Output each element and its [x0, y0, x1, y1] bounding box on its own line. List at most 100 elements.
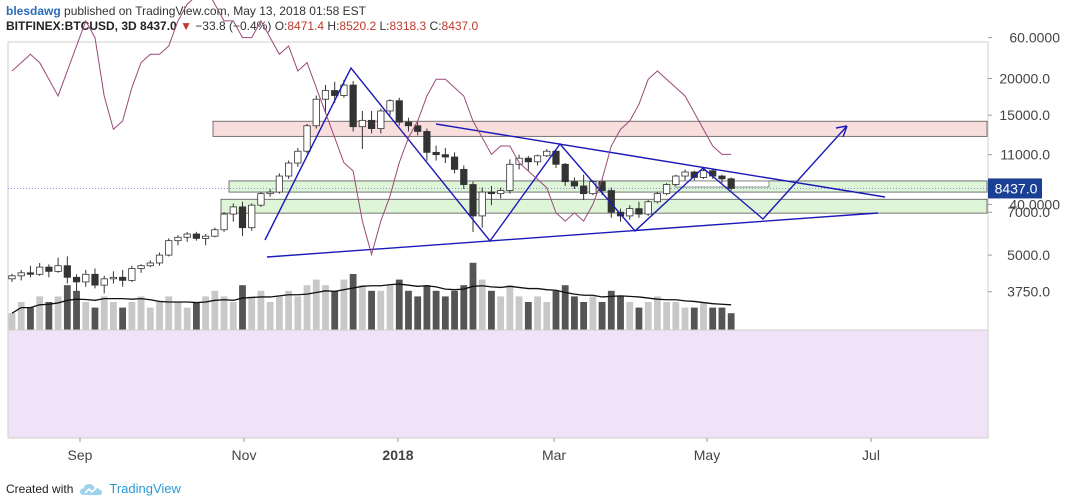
volume-bar	[27, 307, 34, 330]
candle-body	[423, 131, 431, 153]
candle-body	[635, 208, 643, 215]
volume-bar	[156, 302, 163, 330]
volume-bar	[45, 302, 53, 330]
candle-body	[552, 150, 560, 165]
candle-body	[487, 191, 496, 195]
candle-body	[275, 175, 283, 193]
price-tick-label: 7000.0	[1007, 204, 1050, 220]
cloud-icon	[80, 483, 103, 495]
price-tick-label: 11000.0	[1000, 147, 1050, 163]
upper-trendline	[435, 123, 886, 198]
open-label: O:	[274, 19, 288, 33]
volume-bar	[294, 296, 302, 330]
chart-header: blesdawg published on TradingView.com, M…	[6, 4, 478, 34]
symbol-label[interactable]: BITFINEX:BTCUSD, 3D	[6, 19, 137, 33]
candle-body	[26, 272, 35, 275]
volume-bar	[119, 307, 127, 330]
candle-body	[165, 240, 173, 256]
volume-bar	[571, 296, 578, 330]
candle-body	[146, 262, 154, 267]
candles-layer	[8, 79, 735, 294]
candle-body	[598, 181, 606, 191]
volume-bar	[469, 262, 477, 330]
candle-body	[248, 204, 256, 229]
volume-bar	[626, 302, 634, 330]
candle-body	[626, 208, 634, 217]
volume-bar	[377, 290, 385, 330]
volume-bar	[36, 296, 44, 330]
volume-bar	[441, 296, 449, 330]
rsi-tick-label: 60.0000	[1009, 30, 1060, 46]
volume-bar	[358, 285, 366, 330]
price-tick-label: 5000.0	[1007, 247, 1050, 263]
volume-bar	[460, 285, 468, 330]
close-label: C:	[429, 19, 442, 33]
author-link[interactable]: blesdawg	[6, 4, 61, 18]
time-tick-label: May	[694, 447, 720, 463]
volume-bar	[718, 307, 726, 330]
volume-bar	[589, 296, 597, 330]
volume-bar	[432, 290, 440, 330]
volume-bar	[644, 302, 652, 330]
volume-bar	[63, 285, 71, 330]
volume-bar	[322, 285, 329, 330]
candle-body	[54, 265, 62, 272]
candle-body	[653, 193, 662, 203]
volume-bar	[414, 296, 422, 330]
zones-layer	[7, 41, 989, 331]
volume-bar	[248, 296, 256, 330]
volume-bar	[672, 302, 680, 330]
volume-bar	[506, 285, 514, 330]
candle-body	[663, 184, 671, 195]
candle-body	[192, 233, 200, 239]
volume-bar	[488, 290, 495, 330]
candle-body	[681, 171, 689, 177]
volume-bar	[183, 307, 191, 330]
rsi-pane-background	[7, 329, 989, 439]
price-tick-label: 15000.0	[999, 107, 1050, 123]
zone-support-lower	[220, 198, 988, 214]
open-value: 8471.4	[287, 19, 325, 33]
volume-bar	[331, 290, 339, 330]
candle-body	[266, 191, 274, 195]
candle-body	[220, 213, 228, 231]
close-value: 8437.0	[441, 19, 479, 33]
candle-body	[63, 265, 71, 278]
volume-bar	[110, 302, 117, 330]
candle-body	[82, 273, 90, 283]
tradingview-brand-link[interactable]: TradingView	[109, 481, 181, 496]
time-tick-label: Sep	[68, 447, 93, 463]
candle-body	[497, 190, 505, 195]
volume-bar	[598, 302, 606, 330]
candle-body	[460, 168, 468, 185]
candle-body	[718, 175, 726, 180]
candle-body	[358, 119, 366, 128]
volume-bar	[690, 307, 698, 330]
volume-bar	[165, 296, 173, 330]
candle-body	[229, 206, 237, 215]
candle-body	[257, 193, 265, 206]
candle-body	[367, 119, 376, 129]
lower-trendline	[266, 212, 879, 258]
volume-bar	[700, 302, 707, 330]
candle-body	[377, 110, 385, 129]
volume-bar	[174, 302, 182, 330]
candle-body	[441, 154, 449, 158]
candle-body	[284, 162, 293, 177]
candle-body	[36, 266, 44, 275]
price-tick-label: 20000.0	[999, 71, 1050, 87]
change-value: −33.8 (−0.4%)	[195, 19, 272, 33]
volume-bar	[497, 296, 505, 330]
arrow-head-icon	[835, 125, 848, 138]
candle-body	[533, 155, 542, 163]
candle-body	[478, 191, 486, 217]
volume-bar	[202, 296, 210, 330]
volume-bar	[534, 296, 541, 330]
time-tick-label: 2018	[382, 447, 413, 463]
volume-bar	[405, 290, 412, 330]
candle-body	[450, 156, 459, 170]
axes-layer: 20000.0 15000.0 11000.0 7000.0 5000.0 3750.0 8…	[8, 30, 1060, 463]
candle-body	[580, 185, 588, 195]
candle-body	[506, 163, 514, 191]
